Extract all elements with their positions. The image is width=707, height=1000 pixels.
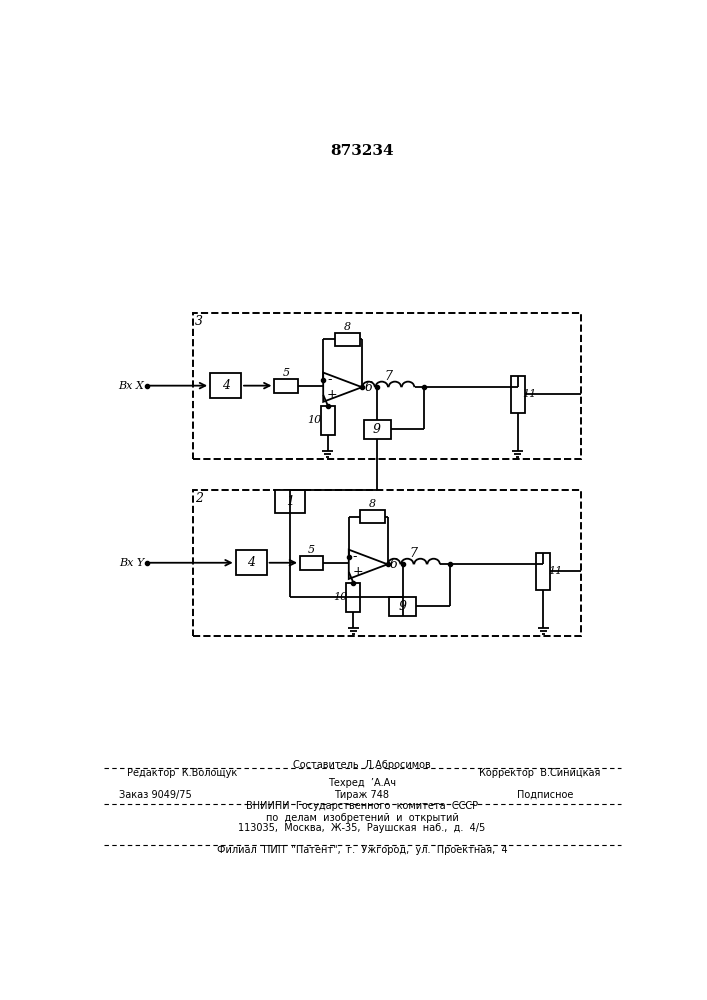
Text: 1: 1 <box>286 495 294 508</box>
Text: +: + <box>353 565 363 578</box>
Text: 2: 2 <box>195 492 203 505</box>
Bar <box>537 553 550 590</box>
Text: Редактор  К.Волощук: Редактор К.Волощук <box>127 768 238 778</box>
Text: 3: 3 <box>195 315 203 328</box>
Text: 6: 6 <box>364 381 372 394</box>
Bar <box>235 550 267 575</box>
Text: 8: 8 <box>369 499 376 509</box>
Text: 7: 7 <box>410 547 418 560</box>
Text: 6: 6 <box>390 558 398 571</box>
Text: Техред  ’А.Ач: Техред ’А.Ач <box>328 778 396 788</box>
Text: 4: 4 <box>221 379 230 392</box>
Text: 5: 5 <box>308 545 315 555</box>
Bar <box>361 510 385 523</box>
Text: 10: 10 <box>308 415 322 425</box>
Text: 113035,  Москва,  Ж-35,  Раушская  наб.,  д.  4/5: 113035, Москва, Ж-35, Раушская наб., д. … <box>238 823 486 833</box>
Text: 10: 10 <box>333 592 347 602</box>
Text: 7: 7 <box>385 370 392 383</box>
Text: 11: 11 <box>522 389 537 399</box>
Text: 5: 5 <box>282 368 290 378</box>
Text: 9: 9 <box>373 423 381 436</box>
Text: Заказ 9049/75: Заказ 9049/75 <box>119 790 192 800</box>
Text: 11: 11 <box>548 566 562 576</box>
Text: по  делам  изобретений  и  открытий: по делам изобретений и открытий <box>266 813 458 823</box>
Text: Подписное: Подписное <box>518 790 574 800</box>
Bar <box>210 373 241 398</box>
Text: Корректор  В.Синицкая: Корректор В.Синицкая <box>479 768 600 778</box>
Bar <box>193 490 580 636</box>
Text: -: - <box>327 373 332 386</box>
Bar <box>275 490 305 513</box>
Text: +: + <box>327 388 338 401</box>
Text: Составитель  Л.Абросимов: Составитель Л.Абросимов <box>293 760 431 770</box>
Bar <box>389 597 416 616</box>
Text: Тираж 748: Тираж 748 <box>334 790 390 800</box>
Bar <box>321 406 335 435</box>
Text: 4: 4 <box>247 556 255 569</box>
Text: ВНИИПИ  Государственного  комитета  СССР: ВНИИПИ Государственного комитета СССР <box>246 801 478 811</box>
Text: -: - <box>353 550 357 563</box>
Bar <box>274 379 298 393</box>
Text: 8: 8 <box>344 322 351 332</box>
Bar <box>300 556 323 570</box>
Bar <box>193 312 580 459</box>
Bar <box>510 376 525 413</box>
Text: 873234: 873234 <box>330 144 394 158</box>
Text: Филиал  ПИП  "Патент",  г.  Ужгород,  ул.  Проектная,  4: Филиал ПИП "Патент", г. Ужгород, ул. Про… <box>216 845 507 855</box>
Text: Вх Y: Вх Y <box>119 558 144 568</box>
Bar <box>346 583 361 612</box>
Bar <box>335 333 360 346</box>
Bar <box>363 420 391 439</box>
Text: 9: 9 <box>399 600 407 613</box>
Text: Вх X: Вх X <box>119 381 144 391</box>
